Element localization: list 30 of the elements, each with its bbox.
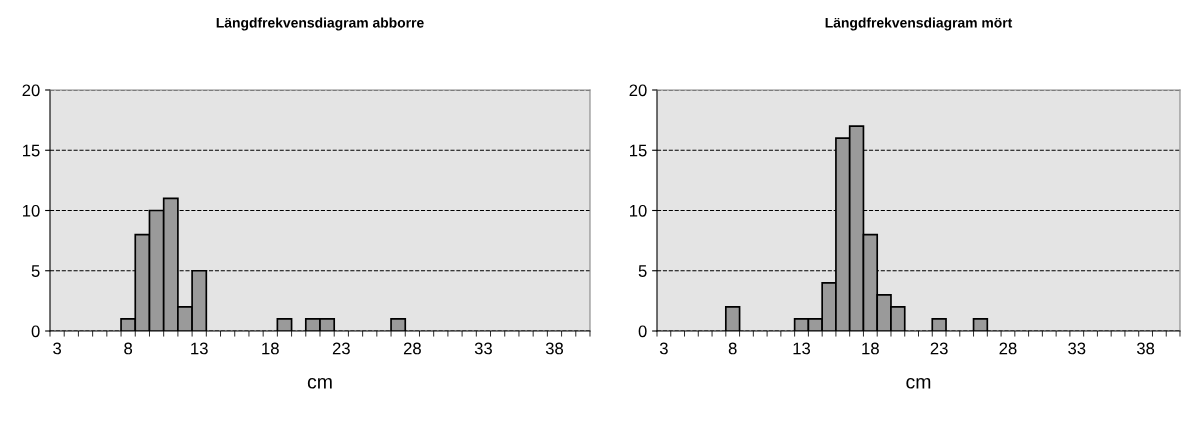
y-tick-label: 0 bbox=[31, 325, 40, 338]
y-tick-label: 5 bbox=[31, 265, 40, 277]
x-tick-label: 23 bbox=[930, 342, 948, 355]
chart-title: Längdfrekvensdiagram abborre bbox=[216, 17, 424, 31]
x-tick-label: 28 bbox=[999, 342, 1017, 355]
y-tick-label: 10 bbox=[630, 204, 647, 217]
x-tick-label: 23 bbox=[332, 342, 350, 355]
y-tick-label: 0 bbox=[638, 325, 647, 338]
x-tick-label: 28 bbox=[403, 342, 421, 355]
chart-title: Längdfrekvensdiagram mört bbox=[825, 17, 1013, 31]
x-tick-label: 18 bbox=[262, 342, 279, 355]
y-tick-label: 5 bbox=[638, 265, 647, 277]
x-tick-label: 13 bbox=[191, 342, 208, 355]
x-tick-label: 3 bbox=[53, 342, 62, 355]
x-tick-label: 8 bbox=[124, 342, 133, 355]
x-tick-label: 8 bbox=[728, 342, 737, 355]
y-tick-label: 20 bbox=[629, 84, 647, 97]
x-axis-title: cm bbox=[906, 377, 931, 389]
x-tick-label: 38 bbox=[1136, 342, 1155, 355]
x-tick-label: 38 bbox=[545, 342, 564, 355]
x-axis-title: cm bbox=[307, 377, 332, 389]
x-tick-label: 3 bbox=[659, 342, 668, 355]
x-tick-label: 33 bbox=[1068, 342, 1086, 355]
y-tick-label: 10 bbox=[23, 204, 40, 217]
y-tick-label: 15 bbox=[23, 144, 40, 157]
x-tick-label: 13 bbox=[793, 342, 811, 355]
y-tick-label: 20 bbox=[22, 84, 40, 97]
x-tick-label: 18 bbox=[862, 342, 879, 355]
y-tick-label: 15 bbox=[630, 144, 647, 157]
x-tick-label: 33 bbox=[474, 342, 492, 355]
